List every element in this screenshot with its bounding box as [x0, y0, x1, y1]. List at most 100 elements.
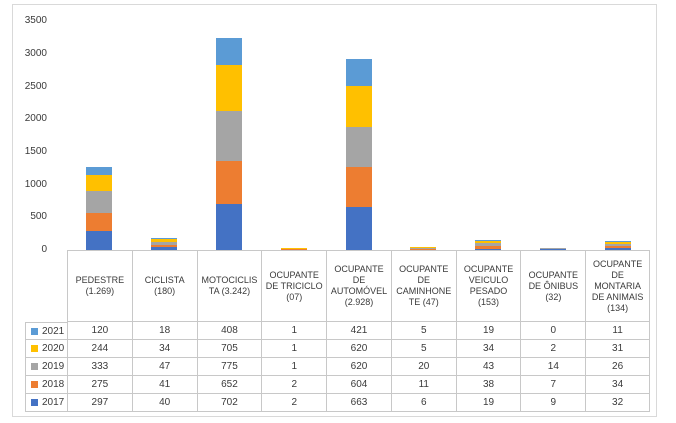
table-value-cell: 408 [196, 322, 262, 340]
table-header-cell: OCUPANTE DE CAMINHONETE (47) [390, 250, 456, 322]
table-value-cell: 11 [585, 322, 650, 340]
legend-swatch-icon [31, 381, 38, 388]
y-axis-tick-label: 2500 [24, 80, 47, 92]
bar-segment-2018 [604, 245, 631, 248]
bar-segment-2017 [345, 206, 372, 250]
y-axis-tick-label: 1500 [24, 145, 47, 157]
bar-stack [539, 247, 566, 250]
bar-segment-2019 [86, 190, 113, 213]
bar-segment-2021 [475, 240, 502, 242]
legend-cell-2019: 2019 [25, 358, 67, 376]
y-axis-tick-label: 2000 [24, 113, 47, 125]
legend-swatch-icon [31, 327, 38, 335]
table-value-cell: 705 [196, 340, 262, 358]
bar-segment-2020 [151, 239, 178, 242]
bar-segment-2019 [151, 241, 178, 245]
table-header-cell: OCUPANTE DE ÔNIBUS (32) [520, 250, 586, 322]
table-header-cell: OCUPANTE DE MONTARIA DE ANIMAIS (134) [585, 250, 650, 322]
table-value-cell: 620 [326, 340, 391, 358]
bar-segment-2019 [475, 243, 502, 247]
table-value-cell: 0 [520, 322, 586, 340]
bar-segment-2021 [215, 38, 242, 65]
bar-segment-2018 [86, 212, 113, 231]
table-value-cell: 5 [390, 322, 456, 340]
table-value-cell: 702 [196, 394, 262, 412]
bar-segment-2020 [86, 174, 113, 191]
table-value-cell: 19 [455, 394, 521, 412]
bar-segment-2018 [410, 248, 437, 250]
table-header-cell: MOTOCICLISTA (3.242) [196, 250, 262, 322]
y-axis-tick-label: 3500 [24, 15, 47, 27]
legend-year-label: 2018 [42, 379, 65, 390]
table-value-cell: 18 [131, 322, 197, 340]
table-value-cell: 40 [131, 394, 197, 412]
bar-segment-2020 [215, 64, 242, 111]
table-header-cell: CICLISTA (180) [131, 250, 197, 322]
table-value-cell: 2 [520, 340, 586, 358]
bar-segment-2021 [86, 167, 113, 175]
table-header-cell: OCUPANTE DE TRICICLO (07) [261, 250, 327, 322]
bar-segment-2018 [345, 167, 372, 207]
bar-segment-2021 [151, 238, 178, 240]
table-value-cell: 1 [261, 322, 327, 340]
data-table-body: 2021 120 18 408 1 421 5 19 0 11 2020 244 34 705 1 620 5 3… [25, 322, 650, 412]
legend-swatch-icon [31, 399, 38, 406]
table-value-cell: 604 [326, 376, 391, 394]
bar-segment-2019 [215, 110, 242, 162]
bar-segment-2020 [604, 242, 631, 245]
y-axis-tick-label: 500 [30, 211, 47, 223]
table-value-cell: 6 [390, 394, 456, 412]
table-value-cell: 297 [67, 394, 132, 412]
y-axis-tick-label: 1000 [24, 178, 47, 190]
legend-cell-2018: 2018 [25, 376, 67, 394]
table-value-cell: 652 [196, 376, 262, 394]
legend-year-label: 2017 [42, 397, 65, 408]
bar-segment-2018 [215, 161, 242, 205]
table-value-cell: 19 [455, 322, 521, 340]
table-value-cell: 244 [67, 340, 132, 358]
bar-stack [604, 241, 631, 250]
bar-stack [345, 58, 372, 250]
y-axis-tick-label: 0 [41, 244, 47, 255]
table-value-cell: 333 [67, 358, 132, 376]
table-value-cell: 2 [261, 394, 327, 412]
bar-segment-2018 [475, 246, 502, 249]
legend-cell-2017: 2017 [25, 394, 67, 412]
legend-year-label: 2019 [42, 361, 65, 372]
table-value-cell: 34 [455, 340, 521, 358]
table-value-cell: 34 [131, 340, 197, 358]
table-value-cell: 31 [585, 340, 650, 358]
bar-stack [410, 246, 437, 250]
table-value-cell: 1 [261, 358, 327, 376]
data-table-header-row: PEDESTRE (1.269) CICLISTA (180) MOTOCICLIS… [67, 250, 650, 322]
table-value-cell: 275 [67, 376, 132, 394]
table-value-cell: 775 [196, 358, 262, 376]
table-value-cell: 421 [326, 322, 391, 340]
table-header-cell: OCUPANTE DE AUTOMÓVEL (2.928) [326, 250, 391, 322]
table-value-cell: 41 [131, 376, 197, 394]
table-value-cell: 2 [261, 376, 327, 394]
bar-segment-2021 [345, 58, 372, 87]
table-header-cell: OCUPANTE VEICULO PESADO (153) [455, 250, 521, 322]
table-value-cell: 7 [520, 376, 586, 394]
bar-segment-2019 [410, 247, 437, 249]
table-value-cell: 11 [390, 376, 456, 394]
chart-frame: 0 500 1000 1500 2000 2500 3000 3500 PEDESTRE (1… [12, 4, 657, 417]
y-axis-tick-label: 3000 [24, 47, 47, 59]
table-value-cell: 43 [455, 358, 521, 376]
table-value-cell: 47 [131, 358, 197, 376]
legend-year-label: 2021 [42, 325, 65, 337]
bar-segment-2017 [151, 247, 178, 250]
bar-segment-2019 [345, 126, 372, 168]
legend-swatch-icon [31, 345, 38, 352]
legend-year-label: 2020 [42, 343, 65, 354]
bar-stack [475, 240, 502, 250]
table-value-cell: 34 [585, 376, 650, 394]
bar-segment-2019 [539, 248, 566, 249]
table-value-cell: 9 [520, 394, 586, 412]
bar-segment-2017 [86, 230, 113, 250]
legend-cell-2021: 2021 [25, 322, 67, 340]
bar-stack [280, 247, 307, 250]
table-value-cell: 120 [67, 322, 132, 340]
table-value-cell: 5 [390, 340, 456, 358]
